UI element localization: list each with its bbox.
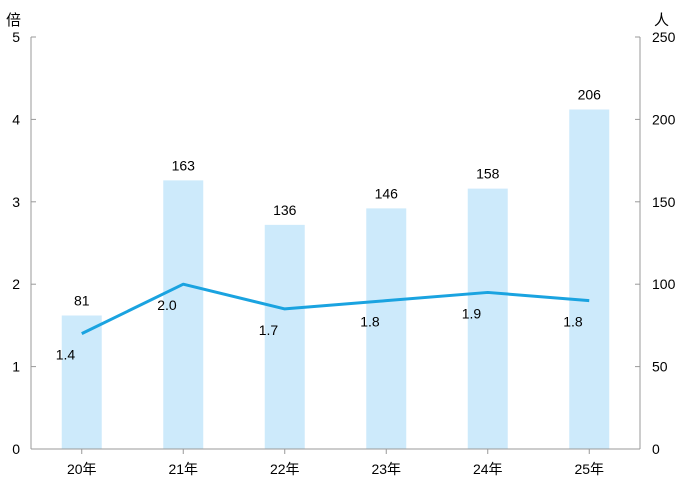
- bar: [163, 180, 204, 449]
- bar: [264, 224, 305, 449]
- line-value-label: 1.8: [360, 314, 380, 330]
- left-tick-label: 4: [12, 111, 20, 127]
- labels-layer: 81 163 136 146 158 206 1.4 2.0 1.7 1.8 1.9 1.8: [56, 87, 601, 363]
- right-tick-label: 0: [652, 441, 660, 457]
- x-tick-label: 23年: [371, 461, 401, 477]
- x-tick-label: 25年: [574, 461, 604, 477]
- x-tick-label: 24年: [473, 461, 503, 477]
- bar: [467, 188, 508, 449]
- left-tick-label: 5: [12, 29, 20, 45]
- left-tick-label: 3: [12, 194, 20, 210]
- line-value-label: 2.0: [157, 297, 177, 313]
- x-tick-label: 20年: [67, 461, 97, 477]
- line-value-label: 1.8: [563, 314, 583, 330]
- right-tick-label: 150: [652, 194, 676, 210]
- line-layer: [81, 282, 590, 335]
- axes-layer: 倍 人: [6, 12, 669, 450]
- bar-value-label: 158: [476, 166, 500, 182]
- bar-value-label: 136: [273, 202, 297, 218]
- line-value-label: 1.4: [56, 347, 76, 363]
- left-tick-label: 0: [12, 441, 20, 457]
- bar-value-label: 146: [375, 185, 399, 201]
- left-tick-label: 2: [12, 276, 20, 292]
- bar-value-label: 206: [578, 87, 602, 103]
- bar-value-label: 81: [74, 293, 90, 309]
- bar: [366, 208, 407, 449]
- right-tick-label: 200: [652, 111, 676, 127]
- bar: [569, 109, 610, 450]
- bar: [61, 315, 102, 449]
- bars-layer: [61, 109, 610, 450]
- right-axis-unit: 人: [654, 12, 669, 29]
- bar-value-label: 163: [172, 157, 196, 173]
- line-value-label: 1.7: [259, 322, 279, 338]
- line-value-label: 1.9: [462, 305, 482, 321]
- x-tick-label: 21年: [168, 461, 198, 477]
- left-tick-label: 1: [12, 359, 20, 375]
- ratio-line: [81, 282, 590, 335]
- right-tick-label: 250: [652, 29, 676, 45]
- right-tick-label: 50: [652, 359, 668, 375]
- x-tick-label: 22年: [270, 461, 300, 477]
- left-axis-unit: 倍: [6, 12, 21, 29]
- right-tick-label: 100: [652, 276, 676, 292]
